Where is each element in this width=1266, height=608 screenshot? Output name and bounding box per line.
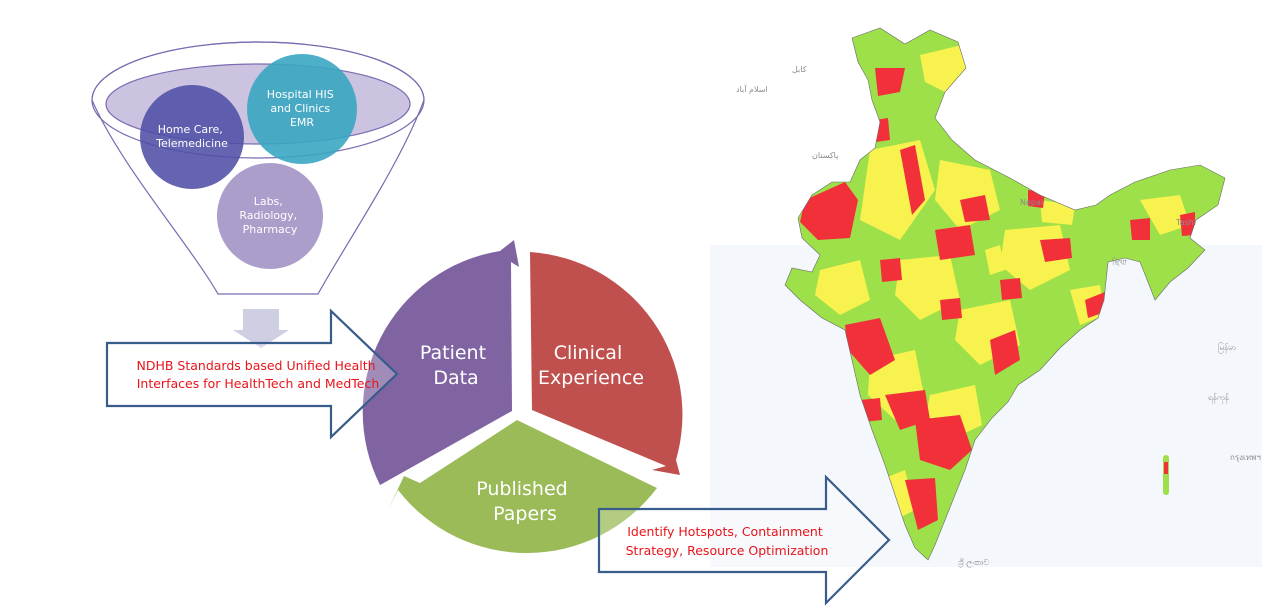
map-label-6: မြန်မာ (1218, 342, 1236, 354)
left-arrow-shape (105, 308, 399, 440)
left-arrow-line-1: NDHB Standards based Unified Health (136, 358, 375, 373)
clinical-experience-label: Clinical Experience (538, 342, 644, 389)
hospital-line-1: Hospital HIS (267, 88, 334, 101)
map-label-10: Tashi (1175, 218, 1196, 227)
map-label-5: ছিখা (1111, 258, 1127, 267)
left-arrow-line-2: Interfaces for HealthTech and MedTech (137, 376, 380, 391)
map-label-1: کابل (792, 65, 807, 74)
segment-clinical-experience (530, 252, 683, 475)
left-arrow-text: NDHB Standards based Unified Health Inte… (136, 358, 379, 391)
home-line-2: Telemedicine (155, 137, 228, 150)
circle-labs-text: Labs, Radiology, Pharmacy (239, 195, 300, 236)
segment-patient-data (362, 240, 519, 485)
circle-home-care (140, 85, 244, 189)
map-label-4: Nepal (1020, 198, 1043, 207)
andaman-islands (1163, 455, 1169, 495)
labs-line-1: Labs, (254, 195, 283, 208)
clinical-line-2: Experience (538, 367, 644, 389)
labs-line-3: Pharmacy (243, 223, 298, 236)
right-block-arrow: Identify Hotspots, Containment Strategy,… (597, 474, 891, 606)
right-arrow-shape (597, 474, 891, 606)
cycle-diagram: Patient Data Clinical Experience Publish… (362, 240, 683, 554)
circle-hospital-text: Hospital HIS and Clinics EMR (267, 88, 337, 129)
patient-line-2: Data (433, 367, 478, 389)
segment-published-papers (388, 420, 657, 554)
circle-labs (217, 163, 323, 269)
hospital-line-2: and Clinics (270, 102, 330, 115)
circle-hospital (247, 54, 357, 164)
clinical-line-1: Clinical (554, 342, 623, 364)
india-map: کابل اسلام آباد پاکستان Nepal ছিখা မြန်မ… (710, 27, 1262, 568)
india-outline (784, 27, 1226, 561)
funnel-rim (91, 41, 425, 159)
patient-line-1: Patient (420, 342, 486, 364)
map-label-3: پاکستان (812, 151, 838, 160)
hospital-line-3: EMR (290, 116, 314, 129)
data-funnel: Home Care, Telemedicine Hospital HIS and… (91, 41, 425, 295)
home-line-1: Home Care, (158, 123, 223, 136)
right-arrow-line-2: Strategy, Resource Optimization (626, 543, 829, 558)
map-label-2: اسلام آباد (736, 84, 768, 94)
patient-data-label: Patient Data (420, 342, 492, 389)
circle-home-text: Home Care, Telemedicine (155, 123, 228, 150)
left-block-arrow: NDHB Standards based Unified Health Inte… (105, 308, 399, 440)
published-papers-label: Published Papers (476, 478, 574, 525)
papers-line-1: Published (476, 478, 567, 500)
map-label-9: ශ්‍රී ලංකාව (958, 558, 990, 568)
right-arrow-line-1: Identify Hotspots, Containment (627, 524, 823, 539)
funnel-down-arrow (233, 309, 289, 348)
map-label-8: กรุงเทพฯ (1230, 453, 1261, 462)
labs-line-2: Radiology, (239, 209, 297, 222)
right-arrow-text: Identify Hotspots, Containment Strategy,… (626, 524, 829, 558)
map-label-7: ရန်ကုန် (1208, 392, 1230, 404)
papers-line-2: Papers (493, 503, 557, 525)
andaman-islands-red (1164, 462, 1168, 474)
